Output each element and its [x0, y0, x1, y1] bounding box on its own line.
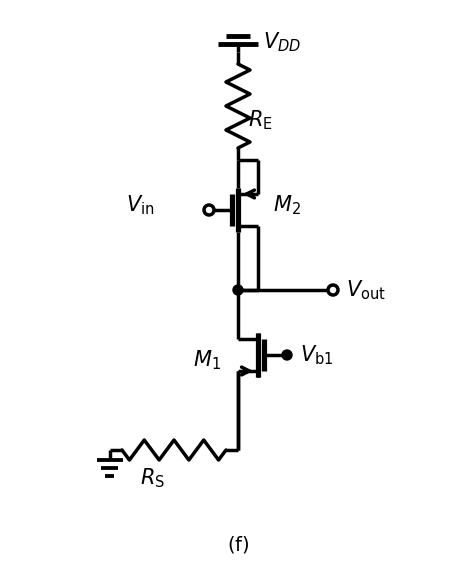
Text: $\mathit{V}_\mathrm{out}$: $\mathit{V}_\mathrm{out}$	[345, 278, 385, 302]
Circle shape	[281, 350, 291, 360]
Text: $\mathrm{(f)}$: $\mathrm{(f)}$	[227, 535, 249, 555]
Text: $\mathit{R}_\mathrm{S}$: $\mathit{R}_\mathrm{S}$	[140, 466, 165, 490]
Circle shape	[232, 285, 242, 295]
Text: $\mathit{M}_1$: $\mathit{M}_1$	[193, 348, 220, 372]
Text: $\mathit{V}_\mathrm{in}$: $\mathit{V}_\mathrm{in}$	[125, 193, 154, 217]
Text: $\mathit{V}_\mathrm{b1}$: $\mathit{V}_\mathrm{b1}$	[299, 343, 333, 367]
Text: $\mathit{V}_{DD}$: $\mathit{V}_{DD}$	[262, 30, 300, 54]
Text: $\mathit{M}_2$: $\mathit{M}_2$	[272, 193, 300, 217]
Text: $\mathit{R}_\mathrm{E}$: $\mathit{R}_\mathrm{E}$	[248, 108, 272, 132]
